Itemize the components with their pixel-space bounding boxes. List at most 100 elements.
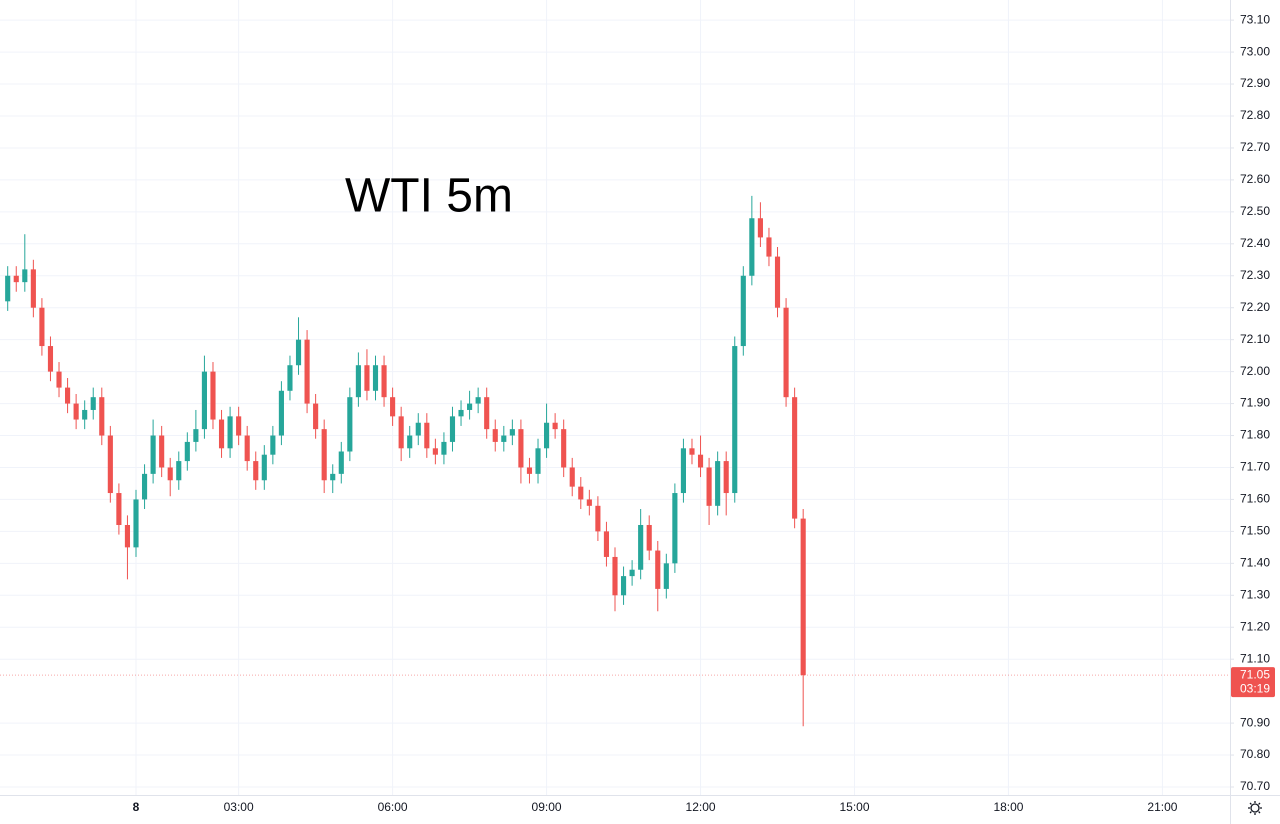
- candle-body: [13, 275, 19, 283]
- candle-body: [492, 429, 498, 442]
- candle-body: [526, 467, 533, 474]
- candle-body: [364, 365, 370, 391]
- candle-body: [227, 416, 233, 449]
- y-tick-label: 72.10: [1240, 332, 1270, 346]
- candle-body: [792, 397, 798, 519]
- candle-body: [595, 505, 601, 532]
- candle-body: [663, 563, 669, 589]
- candle-body: [218, 419, 225, 449]
- y-tick-label: 73.00: [1240, 44, 1270, 58]
- candle-body: [578, 486, 584, 500]
- candle-body: [766, 237, 772, 257]
- y-tick-label: 71.80: [1240, 428, 1270, 442]
- candle-body: [544, 422, 550, 449]
- candle-body: [749, 218, 755, 276]
- candle-body: [586, 499, 592, 506]
- candle-body: [612, 556, 618, 596]
- candle-body: [715, 461, 721, 506]
- candle-body: [757, 218, 763, 238]
- y-tick-label: 71.70: [1240, 460, 1270, 474]
- y-tick-label: 72.60: [1240, 172, 1270, 186]
- candle-body: [620, 576, 627, 596]
- x-tick-label: 21:00: [1147, 800, 1177, 814]
- settings-icon[interactable]: [1248, 801, 1262, 815]
- candle-body: [535, 448, 541, 474]
- candle-body: [629, 569, 635, 577]
- candle-body: [783, 307, 789, 398]
- y-tick-label: 72.50: [1240, 204, 1270, 218]
- annotation: WTI 5m: [345, 170, 513, 223]
- x-tick-label: 09:00: [532, 800, 562, 814]
- y-tick-label: 70.90: [1240, 715, 1270, 729]
- candle-body: [372, 365, 379, 391]
- y-tick-label: 70.70: [1240, 779, 1270, 793]
- candle-body: [518, 429, 524, 468]
- last-price-box: [1231, 667, 1275, 698]
- candle-body: [689, 448, 695, 455]
- candle-body: [261, 454, 267, 481]
- candle-body: [141, 473, 148, 500]
- candle-body: [561, 429, 567, 468]
- candle-body: [680, 448, 686, 494]
- y-tick-label: 71.60: [1240, 492, 1270, 506]
- x-tick-label: 18:00: [993, 800, 1023, 814]
- candle-body: [270, 435, 276, 455]
- candle-body: [458, 409, 464, 417]
- candle-body: [424, 422, 430, 449]
- candle-body: [73, 403, 79, 420]
- y-tick-label: 72.90: [1240, 76, 1270, 90]
- candle-body: [47, 346, 54, 372]
- candle-body: [193, 429, 199, 442]
- candles: [5, 195, 806, 727]
- candle-body: [210, 371, 216, 420]
- candle-body: [603, 531, 610, 557]
- candle-body: [30, 269, 36, 308]
- candle-body: [552, 422, 558, 430]
- y-tick-label: 72.20: [1240, 300, 1270, 314]
- candle-body: [672, 493, 678, 564]
- candle-body: [655, 550, 661, 589]
- x-tick-label: 06:00: [378, 800, 408, 814]
- y-tick-label: 71.90: [1240, 396, 1270, 410]
- candle-body: [244, 435, 250, 462]
- y-tick-label: 71.40: [1240, 556, 1270, 570]
- candle-body: [697, 454, 704, 468]
- candle-body: [313, 403, 319, 430]
- candle-body: [509, 429, 515, 436]
- candle-body: [22, 269, 28, 283]
- candle-body: [176, 461, 182, 481]
- y-tick-label: 72.80: [1240, 108, 1270, 122]
- y-tick-label: 73.10: [1240, 12, 1270, 26]
- candle-body: [381, 365, 387, 398]
- candle-body: [441, 441, 447, 455]
- candle-body: [732, 346, 738, 494]
- y-tick-label: 72.00: [1240, 364, 1270, 378]
- candle-body: [723, 461, 729, 494]
- candle-body: [107, 435, 113, 494]
- x-tick-label: 15:00: [839, 800, 869, 814]
- candle-body: [99, 397, 105, 436]
- candle-body: [65, 387, 71, 404]
- y-tick-label: 72.70: [1240, 140, 1270, 154]
- candle-body: [774, 256, 781, 308]
- y-tick-label: 71.20: [1240, 619, 1270, 633]
- candle-body: [201, 371, 207, 430]
- candle-body: [338, 451, 344, 474]
- last-price-label: 71.05: [1240, 667, 1270, 681]
- candle-body: [82, 409, 88, 420]
- candle-body: [347, 397, 353, 452]
- y-tick-label: 71.50: [1240, 524, 1270, 538]
- candle-body: [407, 435, 413, 449]
- countdown-label: 03:19: [1240, 681, 1270, 695]
- candle-body: [740, 275, 746, 347]
- y-tick-label: 70.80: [1240, 747, 1270, 761]
- candle-body: [56, 371, 62, 388]
- candle-body: [398, 416, 404, 449]
- candle-body: [569, 467, 575, 487]
- candle-body: [321, 429, 327, 481]
- candle-body: [184, 441, 190, 462]
- candle-body: [124, 524, 131, 548]
- candle-body: [646, 524, 652, 551]
- y-tick-label: 71.10: [1240, 651, 1270, 665]
